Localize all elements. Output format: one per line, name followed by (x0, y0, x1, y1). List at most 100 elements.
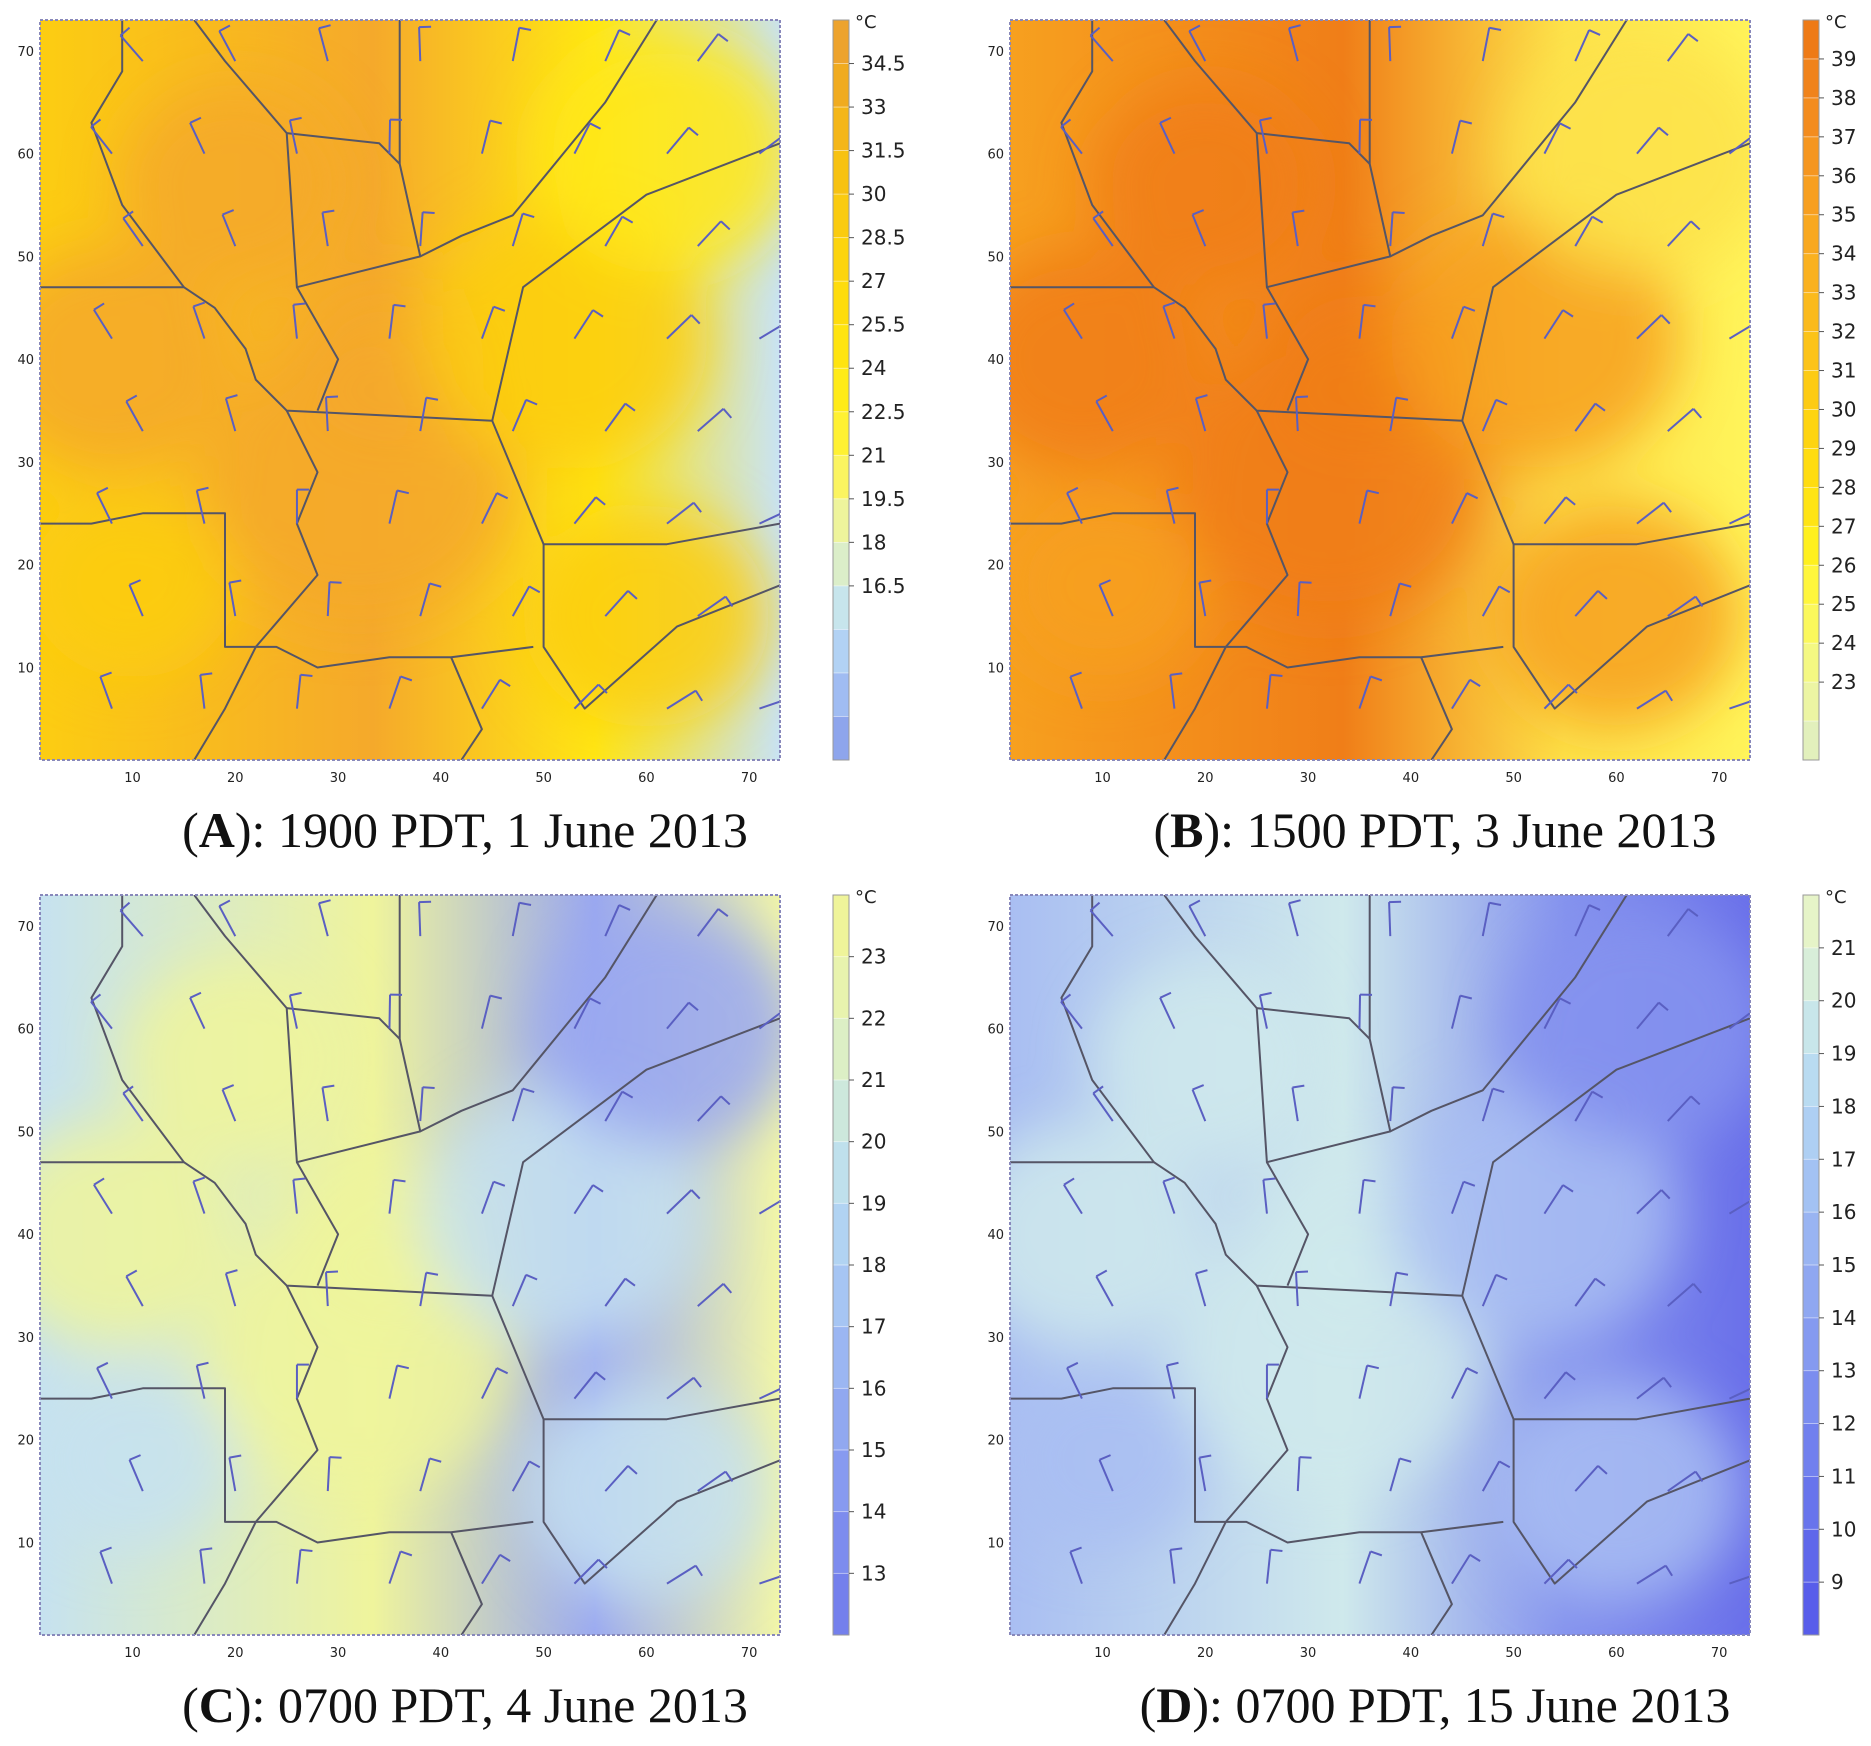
wind-barb-flag (1692, 408, 1703, 419)
wind-barb-flag (1292, 1084, 1305, 1089)
wind-barb-staff (1258, 120, 1268, 154)
wind-barb (1636, 1189, 1671, 1215)
county-boundary (40, 286, 780, 546)
wind-barb-staff (125, 1275, 144, 1307)
wind-barb-flag (1559, 122, 1572, 130)
wind-barb (119, 26, 144, 62)
county-boundary (1461, 142, 1750, 422)
wind-barb-staff (199, 1549, 206, 1584)
wind-barb-flag (597, 1558, 608, 1569)
wind-barb (573, 309, 604, 340)
y-tick-label: 40 (17, 353, 34, 368)
wind-barb-staff (324, 397, 329, 432)
wind-barb-flag (422, 211, 435, 215)
x-tick-label: 40 (1403, 1646, 1420, 1661)
x-tick-label: 50 (1505, 771, 1522, 786)
wind-barb (1760, 227, 1795, 246)
wind-barb-staff (759, 700, 780, 710)
colorbar-label: 10 (1831, 1517, 1856, 1541)
wind-barb-staff (1760, 603, 1792, 616)
colorbar-label: 18 (1831, 1094, 1856, 1118)
map-plot-b: 10 20 30 40 50 60 70 70 60 50 40 30 20 10 (987, 19, 1795, 786)
wind-barb-staff (1358, 304, 1365, 339)
wind-barb (697, 1470, 734, 1492)
wind-barb (419, 1271, 439, 1307)
colorbar-swatch (1803, 1106, 1819, 1160)
colorbar-label: 14 (861, 1500, 886, 1524)
wind-barb (419, 1086, 435, 1122)
colorbar-swatch (833, 1265, 849, 1328)
wind-barb-staff (1543, 1371, 1567, 1400)
wind-barb-staff (1481, 213, 1494, 247)
wind-barb-flag (618, 904, 631, 911)
wind-barb-staff (1574, 1278, 1597, 1307)
colorbar-label: 39 (1831, 47, 1856, 71)
wind-barb-flag (99, 1546, 112, 1553)
wind-barb-flag (429, 1457, 442, 1463)
wind-barb-flag (618, 29, 631, 36)
wind-barb (419, 396, 439, 432)
wind-barb-staff (1092, 217, 1114, 247)
wind-barb-flag (1463, 305, 1476, 312)
wind-barb (1389, 396, 1409, 432)
wind-barb-flag (193, 1176, 206, 1183)
wind-barb-staff (388, 119, 392, 154)
wind-barb-flag (1565, 1371, 1576, 1381)
wind-barb-flag (1292, 209, 1305, 214)
wind-barb-flag (694, 1565, 703, 1577)
wind-barb-staff (1760, 914, 1786, 936)
colorbar-label: 37 (1831, 125, 1856, 149)
x-tick-label: 50 (1505, 1646, 1522, 1661)
colorbar-swatch (833, 107, 849, 152)
wind-barb (1667, 1095, 1701, 1122)
colorbar-label: 30 (861, 182, 886, 206)
colorbar-label: 23 (861, 945, 886, 969)
wind-barb-staff (388, 994, 392, 1029)
wind-barb-flag (1690, 1095, 1701, 1106)
wind-barb (1451, 305, 1476, 339)
wind-barb-flag (1069, 1546, 1082, 1553)
wind-barb-staff (790, 1102, 818, 1121)
wind-barb (480, 994, 503, 1029)
wind-barb (1198, 1454, 1212, 1492)
colorbar-swatch (1803, 58, 1819, 99)
colorbar-swatch (1803, 1265, 1819, 1319)
wind-barbs (90, 24, 780, 710)
wind-barb-staff (388, 304, 395, 339)
wind-barb-flag (592, 309, 604, 318)
wind-barb-staff (218, 905, 237, 937)
colorbar-swatch (833, 1141, 849, 1204)
temperature-blob (523, 1380, 770, 1603)
wind-barb (511, 1460, 541, 1492)
wind-barb (666, 1564, 703, 1585)
wind-barb-staff (1188, 905, 1207, 937)
wind-barb (388, 1364, 410, 1399)
colorbar-swatch (1803, 1370, 1819, 1425)
colorbar-swatch (1803, 409, 1819, 449)
y-tick-label: 10 (987, 1537, 1004, 1552)
wind-barb-staff (122, 217, 144, 247)
county-boundary (542, 1419, 780, 1585)
colorbar-swatch (1803, 253, 1819, 294)
wind-barb-staff (119, 34, 144, 62)
colorbar-swatch (1803, 526, 1819, 566)
wind-barb-staff (1265, 1549, 1272, 1584)
wind-barb-flag (525, 398, 538, 406)
wind-barb (1636, 501, 1672, 525)
wind-barb-staff (321, 212, 329, 247)
colorbar-swatch (833, 20, 849, 65)
wind-barb-flag (624, 402, 636, 412)
colorbar-unit: °C (1825, 12, 1847, 33)
wind-barb-staff (324, 1272, 329, 1307)
wind-barb-staff (388, 676, 402, 709)
x-tick-label: 30 (330, 771, 347, 786)
wind-barb-flag (1594, 1277, 1606, 1287)
wind-barb-staff (419, 1458, 431, 1492)
wind-barb-staff (93, 1184, 113, 1215)
wind-barb-flag (218, 24, 231, 32)
wind-barb-staff (96, 492, 113, 525)
wind-barb-staff (419, 1272, 428, 1307)
x-tick-label: 10 (1094, 1646, 1111, 1661)
wind-barb-flag (93, 1177, 105, 1186)
wind-barb (1481, 585, 1511, 617)
